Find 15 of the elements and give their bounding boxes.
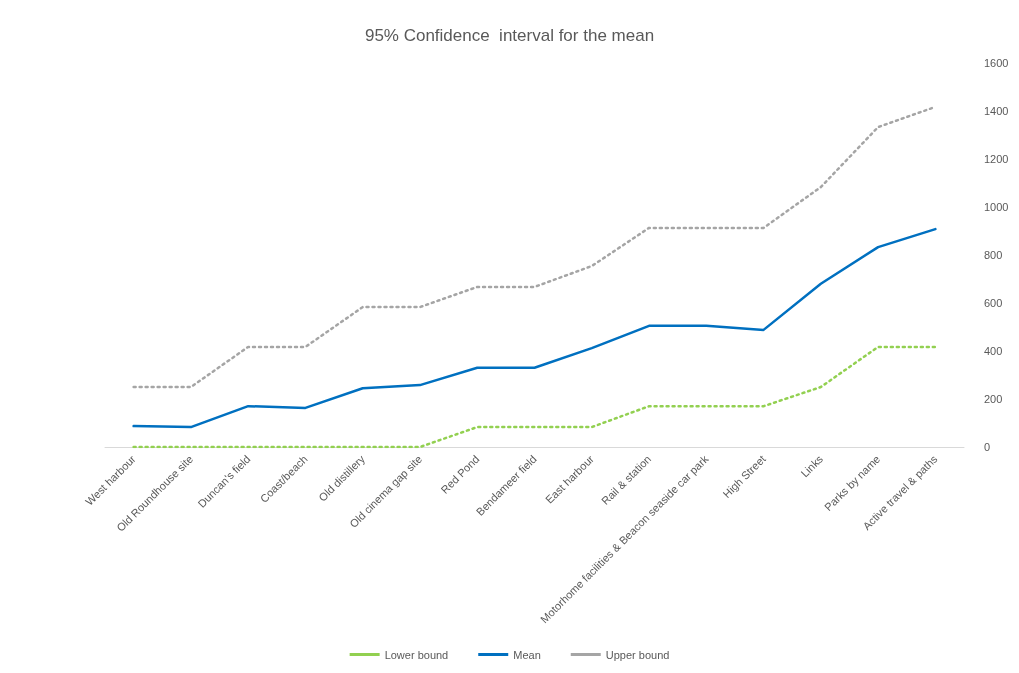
y-tick-label: 1200 [984, 153, 1009, 165]
chart-title: 95% Confidence interval for the mean [364, 26, 655, 45]
y-tick-label: 400 [984, 345, 1003, 357]
legend-label: Lower bound [384, 648, 449, 661]
legend-label: Mean [513, 648, 541, 661]
line-series [132, 345, 937, 449]
y-tick-label: 0 [984, 441, 991, 453]
y-tick-label: 1600 [984, 57, 1009, 69]
y-tick-label: 1400 [984, 105, 1009, 117]
line-series [132, 227, 937, 429]
y-tick-label: 200 [984, 393, 1003, 405]
legend-label: Upper bound [605, 648, 670, 661]
y-tick-label: 1000 [984, 201, 1009, 213]
y-tick-label: 800 [984, 249, 1003, 261]
y-tick-label: 600 [984, 297, 1003, 309]
